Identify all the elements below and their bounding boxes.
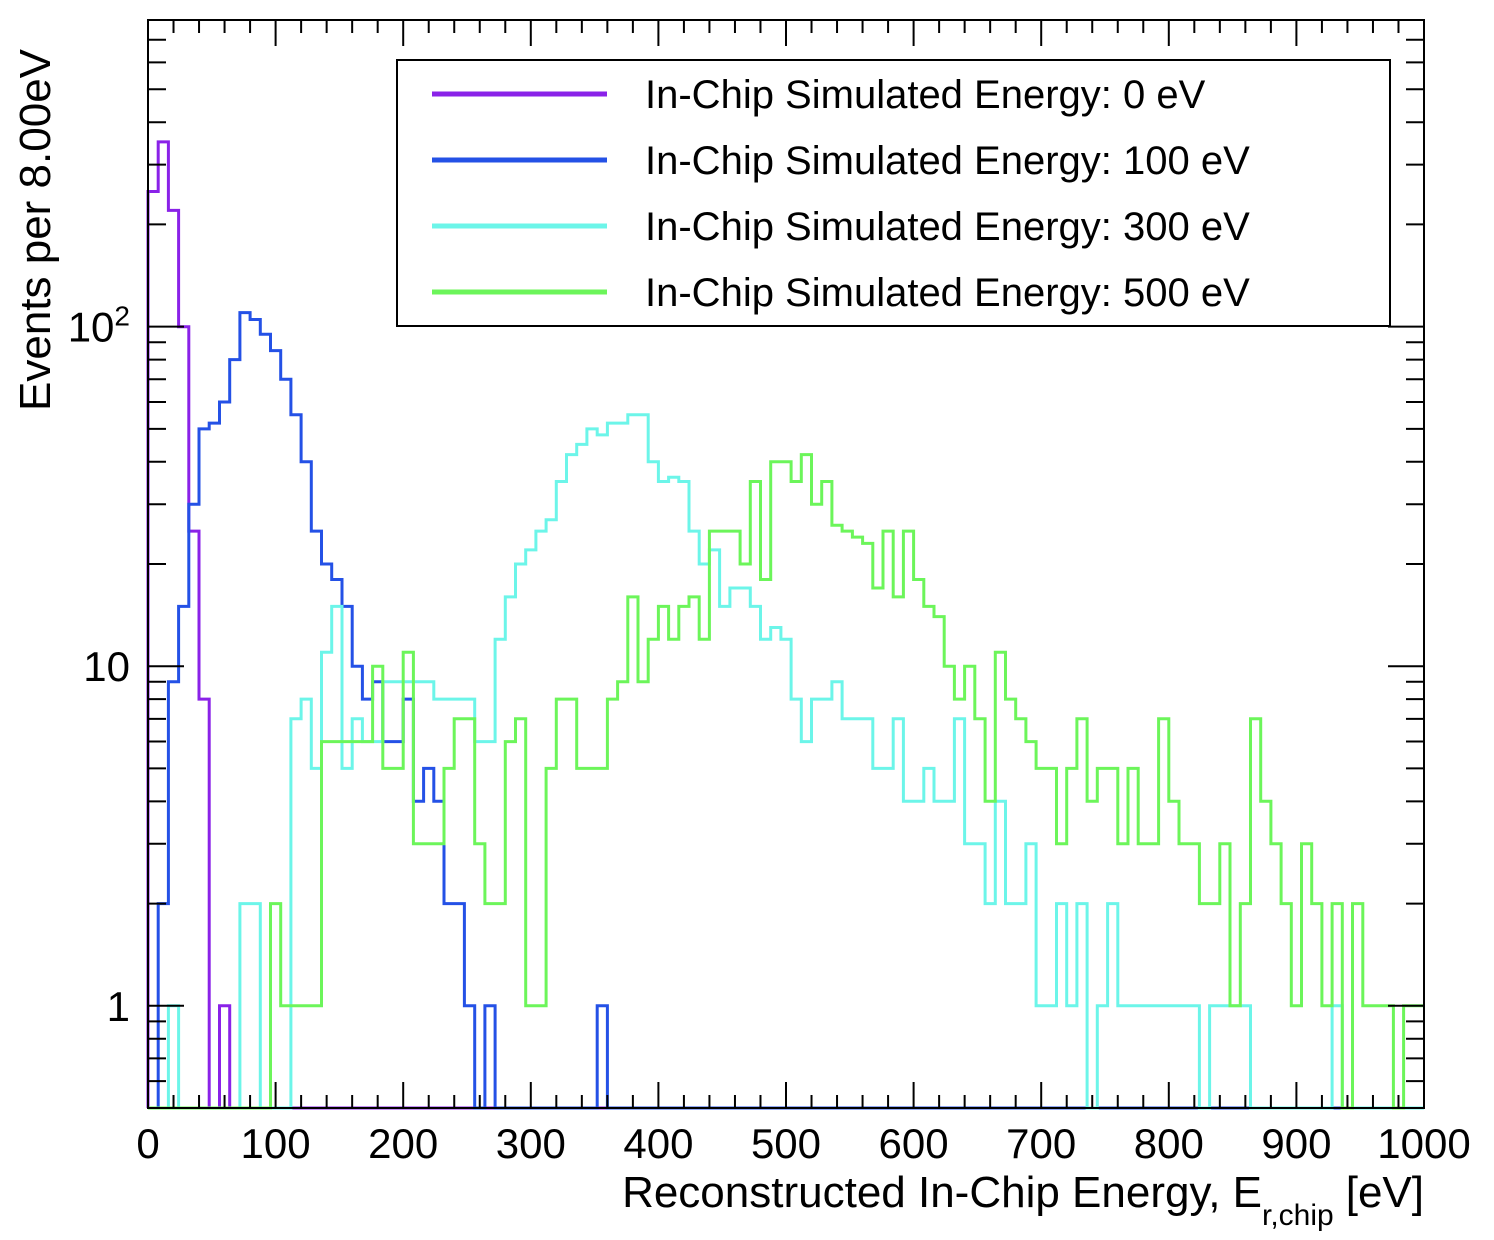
x-tick-label: 100	[241, 1120, 311, 1167]
series-line-1	[148, 311, 1424, 1110]
y-tick-label: 10	[83, 643, 130, 690]
x-tick-label: 1000	[1377, 1120, 1470, 1167]
y-tick-label: 102	[68, 301, 130, 351]
ticks-layer	[147, 19, 1425, 1109]
x-tick-label: 900	[1261, 1120, 1331, 1167]
x-axis-title-subscript: r,chip	[1262, 1199, 1334, 1232]
x-tick-label: 200	[368, 1120, 438, 1167]
legend-label-2: In-Chip Simulated Energy: 300 eV	[645, 205, 1250, 249]
x-tick-label: 400	[623, 1120, 693, 1167]
x-tick-label: 800	[1134, 1120, 1204, 1167]
legend: In-Chip Simulated Energy: 0 eV In-Chip Si…	[396, 59, 1391, 327]
legend-label-1: In-Chip Simulated Energy: 100 eV	[645, 139, 1250, 183]
x-tick-label: 500	[751, 1120, 821, 1167]
y-tick-label: 1	[107, 983, 130, 1030]
x-tick-label: 300	[496, 1120, 566, 1167]
y-tick-label-exponent: 2	[114, 301, 130, 332]
legend-label-0: In-Chip Simulated Energy: 0 eV	[645, 73, 1206, 117]
x-axis-title: Reconstructed In-Chip Energy, Er,chip [eV…	[622, 1168, 1424, 1232]
y-axis-title: Events per 8.00eV	[11, 48, 60, 411]
series-line-3	[148, 453, 1424, 1110]
x-axis-title-unit: [eV]	[1346, 1168, 1424, 1217]
legend-box	[396, 59, 1391, 327]
x-tick-label: 700	[1006, 1120, 1076, 1167]
x-tick-label: 600	[879, 1120, 949, 1167]
legend-label-3: In-Chip Simulated Energy: 500 eV	[645, 271, 1250, 315]
y-tick-label-base: 10	[68, 304, 115, 351]
x-axis-title-main: Reconstructed In-Chip Energy, E	[622, 1168, 1262, 1217]
series-line-2	[148, 413, 1424, 1110]
x-tick-label: 0	[136, 1120, 159, 1167]
